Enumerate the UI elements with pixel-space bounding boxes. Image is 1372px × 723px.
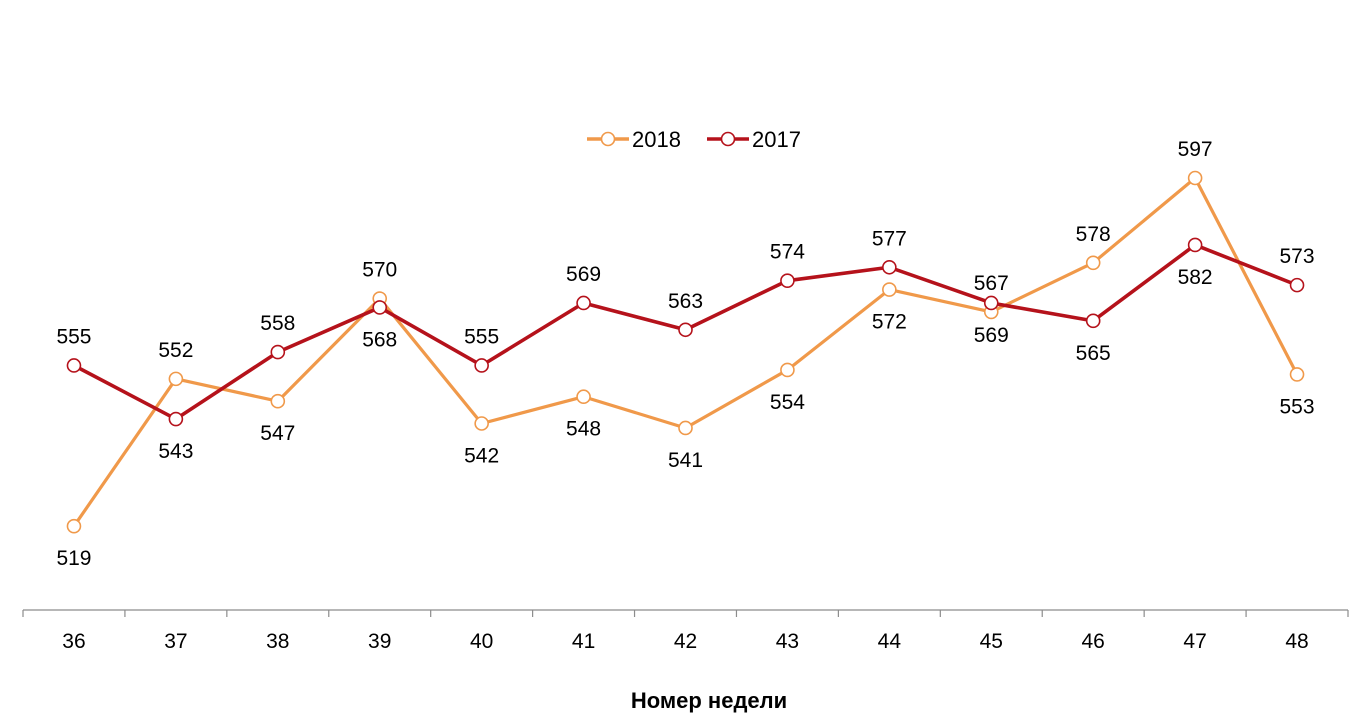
data-label-2018: 519 [56, 547, 91, 570]
x-axis: 36 37 38 39 40 41 42 43 44 45 46 47 48 [22, 609, 1349, 653]
data-point-2017 [1085, 313, 1101, 329]
data-label-2017: 582 [1178, 266, 1213, 289]
data-label-2017: 574 [770, 241, 805, 264]
x-tick-label: 45 [980, 630, 1003, 653]
data-point-2017 [678, 322, 693, 338]
data-point-2018 [474, 416, 489, 431]
x-tick-label: 47 [1183, 630, 1206, 653]
data-label-2018: 553 [1280, 395, 1315, 418]
data-point-2017 [576, 295, 591, 311]
data-label-2018: 572 [872, 311, 907, 334]
data-point-2017 [882, 259, 897, 275]
data-label-2017: 573 [1280, 245, 1315, 268]
data-label-2018: 570 [362, 259, 397, 282]
data-point-2017 [983, 295, 999, 311]
legend-marker [720, 131, 736, 147]
data-label-2017: 555 [56, 325, 91, 348]
x-tick-label: 40 [470, 630, 493, 653]
data-label-2018: 552 [158, 339, 193, 362]
data-point-2018 [1187, 170, 1203, 186]
x-tick-label: 39 [368, 630, 391, 653]
data-point-2018 [1085, 255, 1101, 271]
data-point-2018 [168, 371, 184, 387]
data-point-2018 [66, 518, 82, 534]
series-line-2018 [72, 176, 1299, 528]
data-point-2018 [780, 362, 795, 378]
x-tick-label: 36 [62, 630, 85, 653]
x-tick-label: 48 [1285, 630, 1308, 653]
data-point-2017 [270, 344, 286, 360]
data-point-2017 [474, 358, 489, 373]
legend-item-2018: 2018 [587, 127, 681, 152]
data-label-2017: 563 [668, 290, 703, 313]
data-point-2017 [1187, 237, 1203, 253]
data-label-2018: 547 [260, 422, 295, 445]
data-label-2017: 577 [872, 227, 907, 250]
series-2017 [66, 237, 1305, 427]
data-point-2017 [1289, 277, 1305, 293]
data-label-2018: 541 [668, 449, 703, 472]
x-tick-label: 41 [572, 630, 595, 653]
data-label-2017: 565 [1076, 342, 1111, 365]
data-label-2017: 568 [362, 328, 397, 351]
series-layer [66, 170, 1305, 534]
data-point-2018 [678, 420, 693, 436]
data-point-2017 [372, 300, 388, 315]
data-label-2018: 554 [770, 391, 805, 414]
data-label-2017: 543 [158, 440, 193, 463]
legend-label: 2018 [632, 127, 681, 152]
series-2018 [66, 170, 1305, 534]
data-label-2018: 542 [464, 445, 499, 468]
data-label-2017: 569 [566, 263, 601, 286]
legend-item-2017: 2017 [707, 127, 801, 152]
legend-label: 2017 [752, 127, 801, 152]
data-label-2018: 548 [566, 418, 601, 441]
data-label-2017: 569 [974, 324, 1009, 347]
legend: 2018 2017 [587, 127, 801, 152]
x-tick-label: 43 [776, 630, 799, 653]
data-point-2018 [882, 282, 897, 297]
data-label-2018: 567 [974, 272, 1009, 295]
data-point-2017 [168, 411, 184, 427]
data-point-2018 [1289, 367, 1305, 382]
x-tick-label: 42 [674, 630, 697, 653]
legend-marker [600, 131, 616, 147]
data-point-2017 [66, 358, 82, 373]
data-point-2018 [576, 389, 591, 405]
x-tick-label: 38 [266, 630, 289, 653]
data-label-2018: 597 [1178, 138, 1213, 161]
data-label-2017: 555 [464, 325, 499, 348]
data-label-2017: 558 [260, 312, 295, 335]
x-tick-label: 44 [878, 630, 902, 653]
x-axis-title: Номер недели [631, 688, 787, 713]
data-label-2018: 578 [1076, 223, 1111, 246]
x-tick-label: 46 [1082, 630, 1105, 653]
data-point-2017 [780, 273, 795, 288]
data-point-2018 [270, 393, 286, 409]
data-labels: 519 552 547 570 542 548 541 554 572 567 578 597 553 5… [56, 138, 1314, 570]
x-tick-label: 37 [164, 630, 187, 653]
